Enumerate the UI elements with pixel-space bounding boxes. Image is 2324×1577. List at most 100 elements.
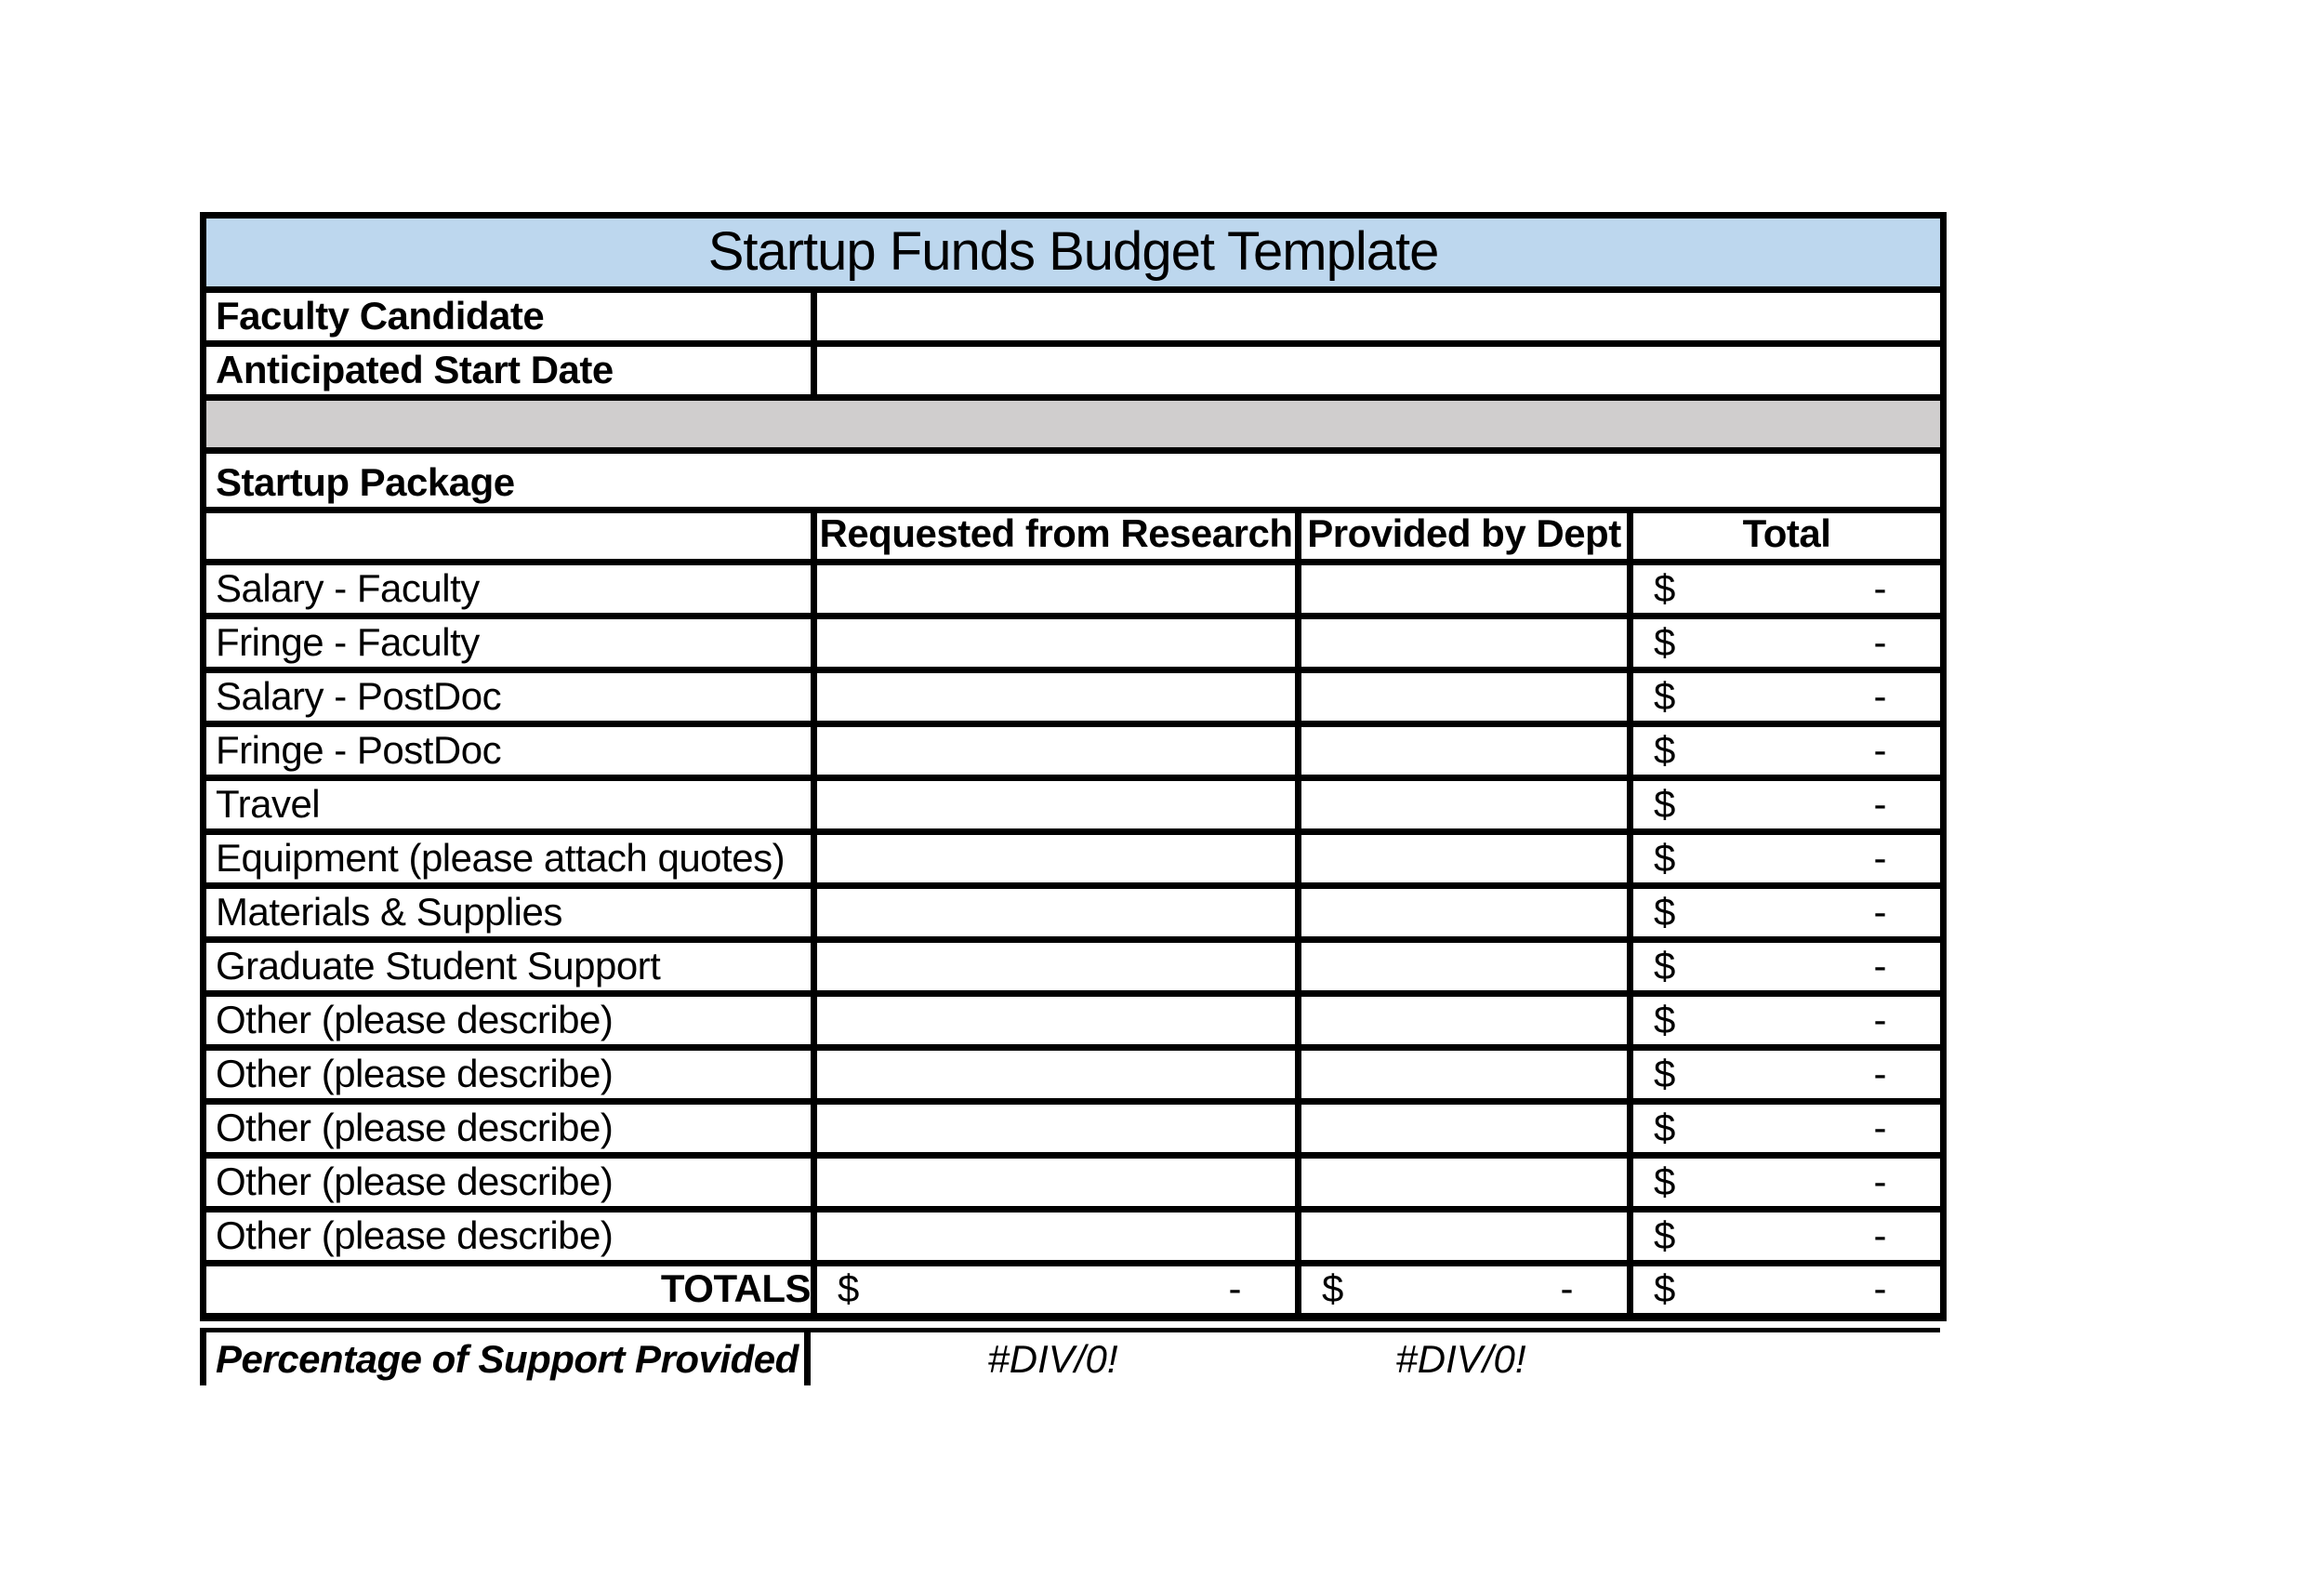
table-row: Salary - PostDoc $ -	[200, 667, 1948, 728]
faculty-candidate-label: Faculty Candidate	[200, 286, 817, 347]
row-total-cell: $ -	[1626, 1044, 1948, 1106]
totals-provided-cell: $ -	[1295, 1260, 1633, 1322]
currency-symbol: $	[838, 1266, 859, 1310]
provided-input-cell[interactable]	[1295, 667, 1633, 728]
item-label: Equipment (please attach quotes)	[200, 828, 817, 890]
provided-input-cell[interactable]	[1295, 990, 1633, 1052]
provided-input-cell[interactable]	[1295, 882, 1633, 944]
currency-symbol: $	[1654, 620, 1675, 664]
provided-input-cell[interactable]	[1295, 1206, 1633, 1267]
provided-input-cell[interactable]	[1295, 559, 1633, 620]
provided-input-cell[interactable]	[1295, 1098, 1633, 1160]
provided-input-cell[interactable]	[1295, 936, 1633, 998]
currency-symbol: $	[1654, 1266, 1675, 1310]
row-total-cell: $ -	[1626, 1098, 1948, 1160]
col-header-total: Total	[1626, 506, 1948, 566]
requested-input-cell[interactable]	[811, 559, 1301, 620]
row-total-cell: $ -	[1626, 1152, 1948, 1213]
percentage-row: Percentage of Support Provided #DIV/0! #…	[200, 1328, 1940, 1386]
item-label: Materials & Supplies	[200, 882, 817, 944]
row-total-cell: $ -	[1626, 775, 1948, 836]
currency-symbol: $	[1654, 1160, 1675, 1203]
percentage-label: Percentage of Support Provided	[200, 1332, 811, 1386]
requested-input-cell[interactable]	[811, 1152, 1301, 1213]
col-header-requested: Requested from Research	[811, 506, 1301, 566]
provided-input-cell[interactable]	[1295, 1044, 1633, 1106]
provided-input-cell[interactable]	[1295, 613, 1633, 674]
empty-amount: -	[1873, 674, 1887, 718]
empty-amount: -	[1228, 1266, 1242, 1310]
provided-input-cell[interactable]	[1295, 1152, 1633, 1213]
currency-symbol: $	[1654, 1213, 1675, 1257]
empty-amount: -	[1873, 1106, 1887, 1149]
item-label: Fringe - Faculty	[200, 613, 817, 674]
requested-input-cell[interactable]	[811, 1098, 1301, 1160]
row-total-cell: $ -	[1626, 882, 1948, 944]
item-label: Fringe - PostDoc	[200, 721, 817, 782]
requested-input-cell[interactable]	[811, 990, 1301, 1052]
row-total-cell: $ -	[1626, 721, 1948, 782]
row-total-cell: $ -	[1626, 613, 1948, 674]
empty-amount: -	[1873, 620, 1887, 664]
requested-input-cell[interactable]	[811, 721, 1301, 782]
table-row: Fringe - Faculty $ -	[200, 613, 1948, 674]
column-header-row: Requested from Research Provided by Dept…	[200, 506, 1948, 566]
requested-input-cell[interactable]	[811, 828, 1301, 890]
table-row: Graduate Student Support $ -	[200, 936, 1948, 998]
totals-row: TOTALS $ - $ - $ -	[200, 1260, 1948, 1322]
requested-input-cell[interactable]	[811, 882, 1301, 944]
start-date-label: Anticipated Start Date	[200, 340, 817, 401]
item-label: Other (please describe)	[200, 990, 817, 1052]
requested-input-cell[interactable]	[811, 1206, 1301, 1267]
item-label: Travel	[200, 775, 817, 836]
requested-input-cell[interactable]	[811, 613, 1301, 674]
table-row: Other (please describe) $ -	[200, 1152, 1948, 1213]
table-row: Travel $ -	[200, 775, 1948, 836]
table-row: Other (please describe) $ -	[200, 990, 1948, 1052]
item-label: Other (please describe)	[200, 1206, 817, 1267]
item-label: Other (please describe)	[200, 1152, 817, 1213]
totals-requested-cell: $ -	[811, 1260, 1301, 1322]
row-total-cell: $ -	[1626, 667, 1948, 728]
currency-symbol: $	[1654, 728, 1675, 772]
currency-symbol: $	[1654, 944, 1675, 987]
empty-amount: -	[1873, 890, 1887, 934]
empty-amount: -	[1873, 728, 1887, 772]
empty-amount: -	[1873, 1052, 1887, 1095]
table-row: Other (please describe) $ -	[200, 1044, 1948, 1106]
row-total-cell: $ -	[1626, 1206, 1948, 1267]
currency-symbol: $	[1654, 782, 1675, 826]
title-row: Startup Funds Budget Template	[199, 212, 1948, 293]
table-row: Equipment (please attach quotes) $ -	[200, 828, 1948, 890]
percentage-provided-value: #DIV/0!	[1395, 1336, 1526, 1381]
row-total-cell: $ -	[1626, 936, 1948, 998]
start-date-input[interactable]	[810, 340, 1948, 401]
row-total-cell: $ -	[1626, 990, 1948, 1052]
table-row: Salary - Faculty $ -	[200, 559, 1948, 620]
faculty-candidate-input[interactable]	[810, 286, 1948, 347]
faculty-candidate-row: Faculty Candidate	[200, 286, 1948, 347]
provided-input-cell[interactable]	[1295, 775, 1633, 836]
empty-amount: -	[1560, 1266, 1574, 1310]
start-date-row: Anticipated Start Date	[200, 340, 1948, 401]
empty-amount: -	[1873, 998, 1887, 1041]
totals-total-cell: $ -	[1626, 1260, 1948, 1322]
page-title: Startup Funds Budget Template	[199, 212, 1948, 293]
requested-input-cell[interactable]	[811, 936, 1301, 998]
empty-amount: -	[1873, 566, 1887, 610]
currency-symbol: $	[1654, 836, 1675, 880]
currency-symbol: $	[1654, 998, 1675, 1041]
currency-symbol: $	[1654, 890, 1675, 934]
requested-input-cell[interactable]	[811, 775, 1301, 836]
requested-input-cell[interactable]	[811, 667, 1301, 728]
provided-input-cell[interactable]	[1295, 721, 1633, 782]
section-title: Startup Package	[199, 447, 1948, 513]
empty-amount: -	[1873, 1213, 1887, 1257]
currency-symbol: $	[1654, 1052, 1675, 1095]
empty-amount: -	[1873, 1266, 1887, 1310]
table-row: Materials & Supplies $ -	[200, 882, 1948, 944]
provided-input-cell[interactable]	[1295, 828, 1633, 890]
budget-table: Startup Funds Budget Template Faculty Ca…	[199, 212, 1948, 1322]
requested-input-cell[interactable]	[811, 1044, 1301, 1106]
